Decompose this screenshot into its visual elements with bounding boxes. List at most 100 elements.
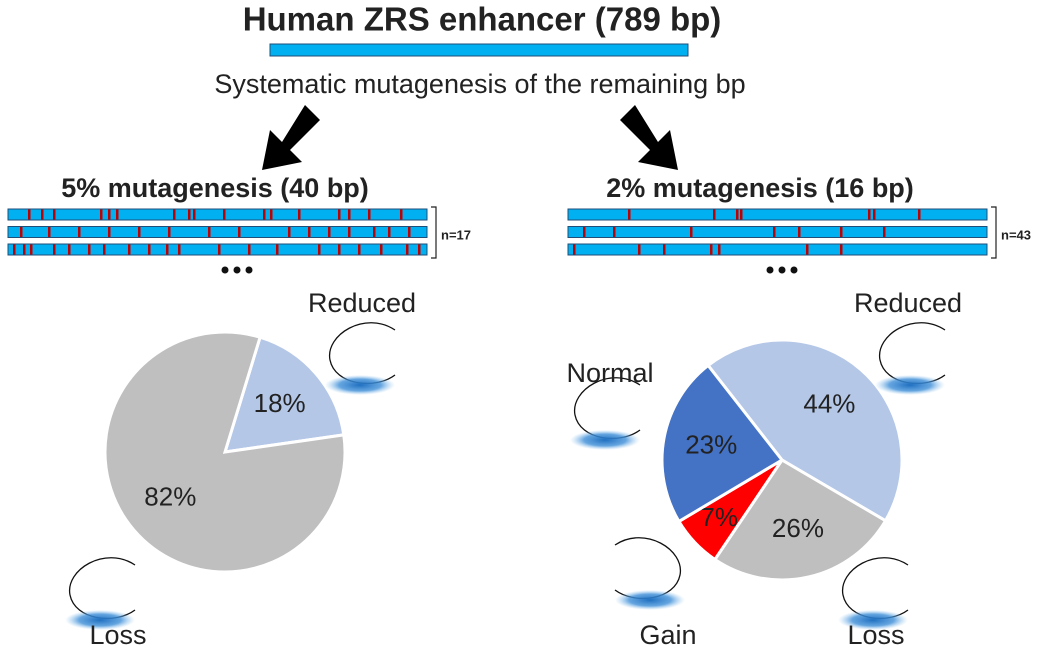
mutation [298, 209, 301, 220]
mutation [338, 209, 341, 220]
value-label: 26% [772, 513, 824, 543]
embryo-expression [570, 430, 640, 450]
category-label: Loss [89, 620, 146, 650]
mutation [663, 244, 666, 255]
mutation [108, 227, 111, 237]
mutation [840, 244, 843, 255]
mutation [208, 227, 211, 237]
mutation [388, 227, 391, 237]
sequence-bar [567, 243, 988, 256]
ellipsis-dot [233, 266, 241, 274]
pie-slice [712, 457, 888, 582]
mutation [718, 244, 721, 255]
figure-title: Human ZRS enhancer (789 bp) [243, 1, 722, 38]
mutation [270, 209, 273, 220]
mutation [138, 227, 141, 237]
mutation [128, 244, 131, 255]
value-label: 44% [803, 389, 855, 419]
mutation [188, 209, 191, 220]
mutation [373, 227, 376, 237]
mutation [288, 227, 291, 237]
sequence-bar [7, 208, 428, 221]
pie-slice [706, 338, 904, 523]
category-label: Normal [566, 358, 653, 388]
embryo-outline [842, 557, 909, 620]
embryo-expression [325, 375, 395, 395]
embryo-outline [879, 322, 946, 385]
value-label: 7% [700, 502, 738, 532]
mutation [338, 244, 341, 255]
ellipsis-dot [766, 266, 774, 274]
arrow-right [620, 105, 678, 170]
mutation [178, 244, 181, 255]
mutation [883, 227, 886, 237]
ellipsis-dot [790, 266, 798, 274]
mutation [638, 244, 641, 255]
bracket [431, 206, 437, 259]
mutation [168, 227, 171, 237]
mutation [23, 244, 26, 255]
pie-slice [660, 363, 785, 524]
bracket [991, 206, 997, 259]
category-label: Loss [847, 620, 904, 650]
mutation [28, 209, 31, 220]
mutation [710, 244, 713, 255]
mutation [873, 209, 876, 220]
mutation [263, 209, 266, 220]
n-label: n=17 [441, 227, 471, 242]
mutation [308, 227, 311, 237]
pie-slice [103, 330, 347, 574]
mutation [806, 244, 809, 255]
mutation [840, 227, 843, 237]
ellipsis-dot [245, 266, 253, 274]
mutation [53, 244, 56, 255]
sequence-bar [7, 243, 428, 256]
mutation [20, 227, 23, 237]
mutation [583, 227, 586, 237]
mutation [628, 209, 631, 220]
mutation [103, 244, 106, 255]
ellipsis-dot [221, 266, 229, 274]
mutation [78, 227, 81, 237]
figure-subtitle: Systematic mutagenesis of the remaining … [214, 69, 745, 99]
mutation [166, 244, 169, 255]
mutation [736, 209, 739, 220]
arrow-left [262, 105, 320, 170]
embryo-expression [615, 590, 685, 610]
mutation [108, 209, 111, 220]
mutation [318, 244, 321, 255]
mutation [68, 244, 71, 255]
mutation [713, 209, 716, 220]
chart-title: 5% mutagenesis (40 bp) [61, 173, 369, 203]
embryo-outline [614, 537, 681, 600]
mutation [380, 244, 383, 255]
ellipsis-dot [778, 266, 786, 274]
mutation [918, 209, 921, 220]
value-label: 82% [144, 482, 196, 512]
embryo-expression [65, 610, 135, 630]
sequence-bar [567, 208, 988, 221]
sequence-bar [567, 226, 988, 238]
mutation [100, 209, 103, 220]
mutation [328, 227, 331, 237]
mutation [248, 244, 251, 255]
mutation [400, 209, 403, 220]
value-label: 23% [685, 430, 737, 460]
mutation [88, 244, 91, 255]
mutation [30, 244, 33, 255]
enhancer-bar [269, 43, 689, 57]
embryo-outline [69, 557, 136, 620]
mutation [573, 244, 576, 255]
pie-slice [222, 335, 346, 454]
mutation [348, 227, 351, 237]
mutation [53, 209, 56, 220]
category-label: Gain [639, 620, 696, 650]
mutation [868, 209, 871, 220]
mutation [48, 227, 51, 237]
mutation [238, 227, 241, 237]
mutation [418, 244, 421, 255]
mutation [773, 227, 776, 237]
embryo-expression [875, 375, 945, 395]
mutation [276, 244, 279, 255]
mutation [13, 244, 16, 255]
